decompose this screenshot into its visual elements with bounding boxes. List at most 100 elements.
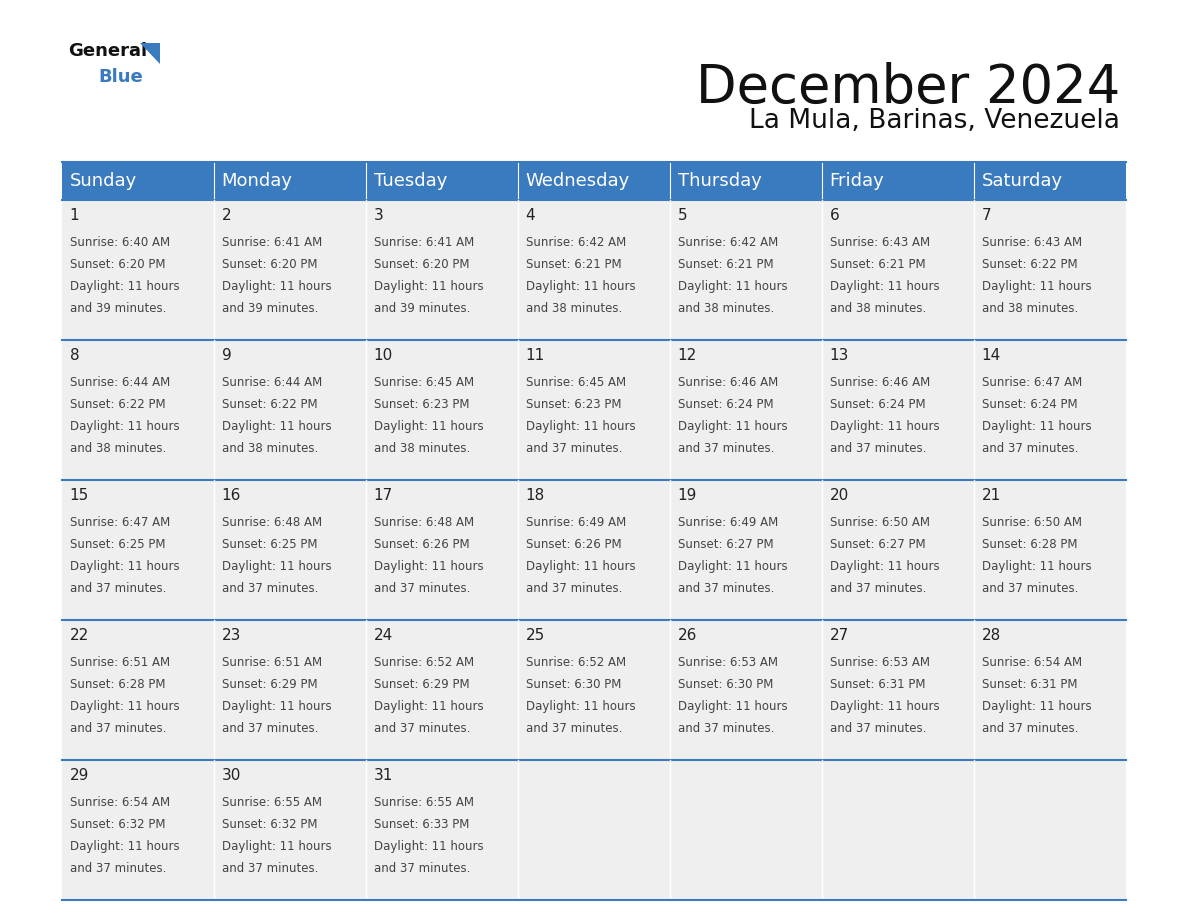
Bar (366, 340, 518, 480)
Text: 18: 18 (525, 488, 545, 503)
Text: and 37 minutes.: and 37 minutes. (525, 442, 623, 454)
Text: 10: 10 (373, 349, 393, 364)
Bar (518, 620, 670, 760)
Text: Tuesday: Tuesday (373, 172, 447, 190)
Text: Sunset: 6:25 PM: Sunset: 6:25 PM (70, 538, 165, 551)
Bar (670, 620, 822, 760)
Bar (62, 480, 214, 620)
Bar (670, 200, 822, 340)
Text: Wednesday: Wednesday (525, 172, 630, 190)
Text: 22: 22 (70, 629, 89, 644)
Text: Daylight: 11 hours: Daylight: 11 hours (373, 840, 484, 853)
Text: Sunrise: 6:51 AM: Sunrise: 6:51 AM (70, 656, 170, 669)
Text: Sunset: 6:21 PM: Sunset: 6:21 PM (525, 258, 621, 271)
Text: Sunrise: 6:44 AM: Sunrise: 6:44 AM (222, 376, 322, 389)
Text: Daylight: 11 hours: Daylight: 11 hours (222, 560, 331, 573)
Bar (518, 480, 670, 620)
Text: Sunset: 6:24 PM: Sunset: 6:24 PM (677, 398, 773, 411)
Text: and 38 minutes.: and 38 minutes. (829, 301, 925, 315)
Text: Sunset: 6:26 PM: Sunset: 6:26 PM (525, 538, 621, 551)
Text: Sunset: 6:22 PM: Sunset: 6:22 PM (222, 398, 317, 411)
Text: and 38 minutes.: and 38 minutes. (70, 442, 166, 454)
Text: Sunset: 6:23 PM: Sunset: 6:23 PM (373, 398, 469, 411)
Text: General: General (68, 42, 147, 60)
Text: Sunset: 6:32 PM: Sunset: 6:32 PM (70, 818, 165, 831)
Text: Sunset: 6:23 PM: Sunset: 6:23 PM (525, 398, 621, 411)
Text: and 37 minutes.: and 37 minutes. (981, 722, 1078, 734)
Bar (366, 480, 518, 620)
Text: 17: 17 (373, 488, 393, 503)
Bar (822, 340, 974, 480)
Text: and 37 minutes.: and 37 minutes. (677, 581, 773, 595)
Text: Daylight: 11 hours: Daylight: 11 hours (677, 420, 788, 432)
Bar (366, 620, 518, 760)
Text: Daylight: 11 hours: Daylight: 11 hours (829, 420, 940, 432)
Text: Sunday: Sunday (70, 172, 137, 190)
Text: Daylight: 11 hours: Daylight: 11 hours (373, 700, 484, 712)
Text: La Mula, Barinas, Venezuela: La Mula, Barinas, Venezuela (750, 108, 1120, 134)
Bar (214, 162, 366, 200)
Bar (822, 200, 974, 340)
Text: Sunset: 6:28 PM: Sunset: 6:28 PM (70, 678, 165, 691)
Text: Sunrise: 6:52 AM: Sunrise: 6:52 AM (525, 656, 626, 669)
Text: 11: 11 (525, 349, 545, 364)
Text: Sunset: 6:27 PM: Sunset: 6:27 PM (829, 538, 925, 551)
Text: Sunrise: 6:54 AM: Sunrise: 6:54 AM (70, 797, 170, 810)
Bar (974, 200, 1126, 340)
Text: Sunset: 6:20 PM: Sunset: 6:20 PM (222, 258, 317, 271)
Text: 14: 14 (981, 349, 1000, 364)
Text: 30: 30 (222, 768, 241, 783)
Text: 27: 27 (829, 629, 849, 644)
Text: Sunrise: 6:42 AM: Sunrise: 6:42 AM (525, 237, 626, 250)
Bar (62, 340, 214, 480)
Text: Daylight: 11 hours: Daylight: 11 hours (829, 280, 940, 293)
Text: Sunrise: 6:47 AM: Sunrise: 6:47 AM (981, 376, 1082, 389)
Text: Daylight: 11 hours: Daylight: 11 hours (373, 560, 484, 573)
Text: Sunset: 6:32 PM: Sunset: 6:32 PM (222, 818, 317, 831)
Text: Daylight: 11 hours: Daylight: 11 hours (70, 560, 179, 573)
Text: and 37 minutes.: and 37 minutes. (677, 722, 773, 734)
Text: Sunrise: 6:44 AM: Sunrise: 6:44 AM (70, 376, 170, 389)
Text: Sunset: 6:24 PM: Sunset: 6:24 PM (829, 398, 925, 411)
Text: Sunrise: 6:50 AM: Sunrise: 6:50 AM (829, 517, 929, 530)
Text: Sunrise: 6:55 AM: Sunrise: 6:55 AM (373, 797, 474, 810)
Bar (214, 620, 366, 760)
Text: and 38 minutes.: and 38 minutes. (525, 301, 621, 315)
Text: Sunrise: 6:51 AM: Sunrise: 6:51 AM (222, 656, 322, 669)
Bar (670, 340, 822, 480)
Text: Sunrise: 6:48 AM: Sunrise: 6:48 AM (222, 517, 322, 530)
Text: 1: 1 (70, 208, 80, 223)
Text: Thursday: Thursday (677, 172, 762, 190)
Text: Sunrise: 6:41 AM: Sunrise: 6:41 AM (373, 237, 474, 250)
Text: 6: 6 (829, 208, 840, 223)
Text: Sunrise: 6:46 AM: Sunrise: 6:46 AM (677, 376, 778, 389)
Text: Daylight: 11 hours: Daylight: 11 hours (373, 280, 484, 293)
Text: and 38 minutes.: and 38 minutes. (222, 442, 318, 454)
Text: 9: 9 (222, 349, 232, 364)
Text: 29: 29 (70, 768, 89, 783)
Text: Monday: Monday (222, 172, 292, 190)
Text: Daylight: 11 hours: Daylight: 11 hours (829, 560, 940, 573)
Bar (366, 760, 518, 900)
Text: Sunset: 6:28 PM: Sunset: 6:28 PM (981, 538, 1078, 551)
Text: Sunset: 6:29 PM: Sunset: 6:29 PM (373, 678, 469, 691)
Text: Daylight: 11 hours: Daylight: 11 hours (70, 700, 179, 712)
Text: Sunset: 6:21 PM: Sunset: 6:21 PM (829, 258, 925, 271)
Text: and 37 minutes.: and 37 minutes. (525, 581, 623, 595)
Text: 2: 2 (222, 208, 232, 223)
Text: Daylight: 11 hours: Daylight: 11 hours (70, 280, 179, 293)
Text: and 39 minutes.: and 39 minutes. (222, 301, 318, 315)
Text: Sunrise: 6:43 AM: Sunrise: 6:43 AM (829, 237, 930, 250)
Text: and 38 minutes.: and 38 minutes. (373, 442, 469, 454)
Text: 31: 31 (373, 768, 393, 783)
Text: Sunset: 6:29 PM: Sunset: 6:29 PM (222, 678, 317, 691)
Text: Daylight: 11 hours: Daylight: 11 hours (70, 420, 179, 432)
Text: Sunset: 6:25 PM: Sunset: 6:25 PM (222, 538, 317, 551)
Text: Sunset: 6:33 PM: Sunset: 6:33 PM (373, 818, 469, 831)
Text: Daylight: 11 hours: Daylight: 11 hours (525, 560, 636, 573)
Text: Daylight: 11 hours: Daylight: 11 hours (981, 700, 1092, 712)
Bar (974, 162, 1126, 200)
Bar (822, 620, 974, 760)
Text: Sunset: 6:31 PM: Sunset: 6:31 PM (829, 678, 925, 691)
Bar (974, 480, 1126, 620)
